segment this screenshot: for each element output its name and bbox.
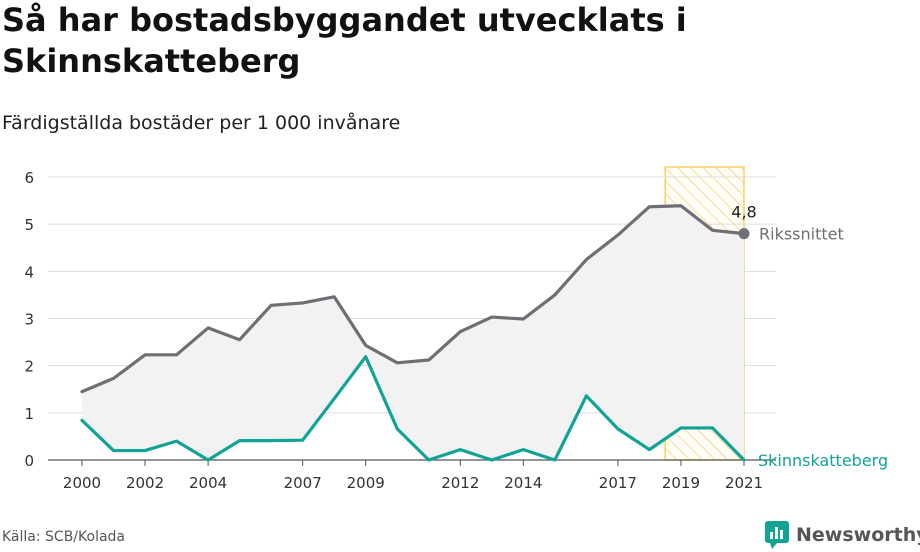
y-tick-label: 5	[24, 216, 34, 234]
series-line-rikssnittet	[80, 204, 746, 394]
gap-area	[82, 205, 744, 460]
series-label-skinnskatteberg: Skinnskatteberg	[758, 451, 888, 470]
brand-name: Newsworthy	[796, 524, 920, 546]
x-tick-label: 2021	[725, 474, 763, 492]
series-label-rikssnittet: Rikssnittet	[759, 225, 844, 244]
x-tick-label: 2000	[63, 474, 101, 492]
y-tick-label: 6	[24, 169, 34, 187]
brand-logo: Newsworthy	[764, 519, 920, 551]
y-tick-label: 0	[24, 452, 34, 470]
y-tick-label: 4	[24, 263, 34, 281]
source-note: Källa: SCB/Kolada	[2, 529, 126, 545]
newsworthy-logo-icon	[765, 521, 789, 549]
x-tick-label: 2002	[126, 474, 164, 492]
x-tick-label: 2009	[347, 474, 385, 492]
x-tick-label: 2014	[504, 474, 542, 492]
data-label-end: 4,8	[731, 203, 756, 222]
x-tick-label: 2017	[599, 474, 637, 492]
y-tick-label: 3	[24, 311, 34, 329]
x-tick-label: 2019	[662, 474, 700, 492]
x-tick-label: 2012	[441, 474, 479, 492]
chart-subtitle: Färdigställda bostäder per 1 000 invånar…	[2, 112, 401, 134]
y-tick-label: 1	[24, 405, 34, 423]
series-line-skinnskatteberg	[80, 355, 746, 462]
y-tick-label: 2	[24, 358, 34, 376]
chart-title: Så har bostadsbyggandet utvecklats i Ski…	[2, 1, 687, 80]
x-tick-label: 2007	[284, 474, 322, 492]
end-point-rikssnittet	[738, 228, 750, 240]
x-tick-label: 2004	[189, 474, 227, 492]
